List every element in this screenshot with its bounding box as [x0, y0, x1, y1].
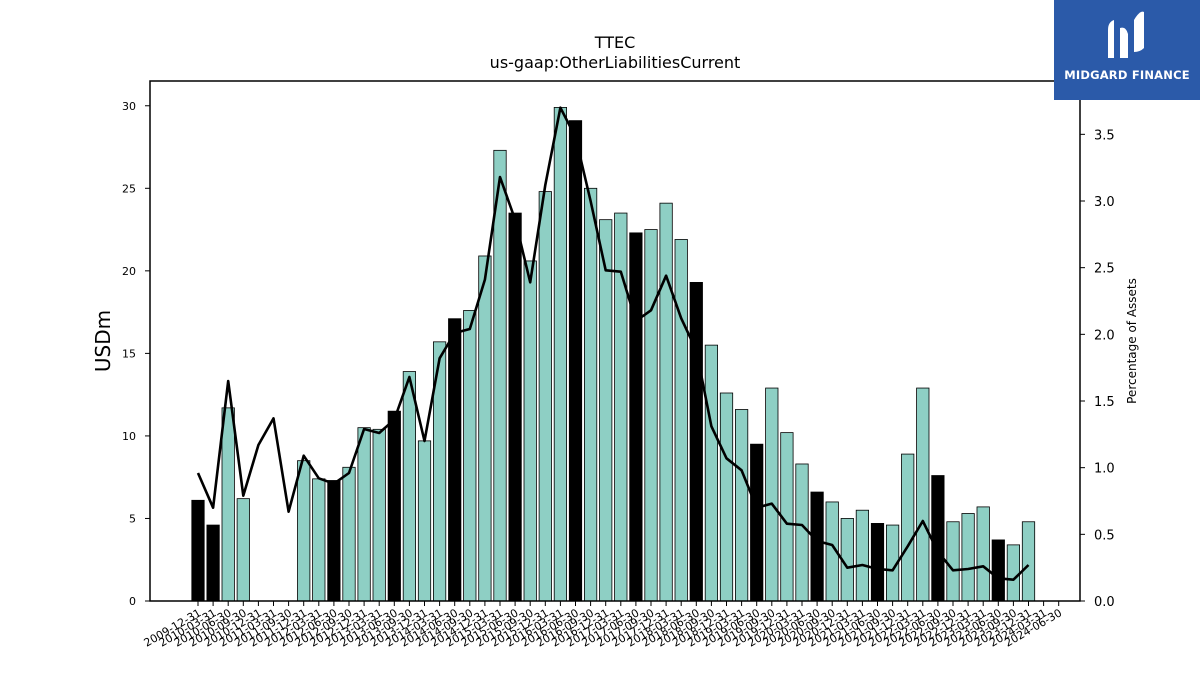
bar [387, 410, 401, 602]
bar [568, 120, 583, 602]
bar [342, 466, 356, 602]
y-axis-label: USDm [91, 310, 115, 372]
bar [538, 191, 552, 602]
bar [1006, 544, 1021, 602]
bar [357, 427, 371, 602]
bar [508, 212, 522, 602]
bar [870, 523, 885, 602]
logo-text: MIDGARD FINANCE [1064, 68, 1190, 82]
chart-subtitle: us-gaap:OtherLiabilitiesCurrent [490, 53, 741, 72]
bar [553, 107, 568, 602]
bar [372, 428, 386, 602]
y2-tick-label: 0.5 [1094, 528, 1115, 543]
bars-group [191, 107, 1036, 602]
y-tick-label: 10 [122, 430, 136, 443]
right-axis: 0.0 0.5 1.0 1.5 2.0 2.5 3.0 3.5 [1080, 128, 1115, 610]
bar [221, 407, 235, 602]
bar [599, 219, 613, 602]
bar [236, 498, 250, 602]
bar [750, 443, 764, 602]
bar [206, 524, 220, 602]
bar [704, 344, 719, 602]
bar [297, 460, 311, 602]
y-tick-label: 15 [122, 347, 136, 360]
bar [417, 440, 432, 602]
bar [855, 509, 870, 602]
bar [463, 310, 477, 602]
bar [523, 260, 537, 602]
series-line [196, 106, 1030, 581]
bar [327, 480, 341, 602]
y2-tick-label: 1.5 [1094, 395, 1115, 410]
bar [629, 232, 643, 602]
y-tick-label: 0 [129, 595, 136, 608]
bar [795, 463, 809, 602]
bar [584, 187, 598, 602]
y2-tick-label: 2.0 [1094, 328, 1115, 343]
y-tick-label: 30 [122, 100, 136, 113]
bar [312, 478, 326, 602]
y-tick-label: 20 [122, 265, 136, 278]
bar [719, 392, 734, 602]
bar [931, 475, 945, 602]
y2-tick-label: 3.5 [1094, 128, 1115, 143]
chart-title: TTEC [594, 33, 636, 52]
plot-frame [149, 80, 1081, 602]
bar [644, 229, 658, 602]
y2-axis-label: Percentage of Assets [1125, 278, 1139, 404]
bar [1021, 521, 1036, 602]
bar [946, 521, 960, 602]
bar [976, 506, 990, 602]
y2-tick-label: 0.0 [1094, 595, 1115, 610]
y2-tick-label: 2.5 [1094, 262, 1115, 277]
line-group [196, 106, 1030, 581]
brand-logo: MIDGARD FINANCE [1054, 0, 1200, 100]
bar [659, 202, 673, 602]
bar [493, 149, 507, 602]
bar [448, 318, 462, 602]
logo-mark-icon [1108, 11, 1144, 58]
bar [191, 499, 205, 602]
y2-tick-label: 3.0 [1094, 195, 1115, 210]
bar [991, 539, 1005, 602]
bar [810, 491, 824, 602]
bar [689, 281, 703, 602]
y-tick-label: 25 [122, 182, 136, 195]
left-axis: 0 5 10 15 20 25 30 [122, 100, 150, 608]
bar [961, 513, 975, 602]
x-axis: 2009-12-312010-03-312010-06-302010-09-30… [142, 601, 1064, 650]
bar [735, 409, 749, 602]
bar [901, 453, 915, 602]
y-tick-label: 5 [129, 512, 136, 525]
y2-tick-label: 1.0 [1094, 462, 1115, 477]
bar [674, 239, 688, 602]
bar [478, 255, 492, 602]
bar [765, 387, 779, 602]
bar [402, 371, 417, 602]
bar [916, 387, 930, 602]
